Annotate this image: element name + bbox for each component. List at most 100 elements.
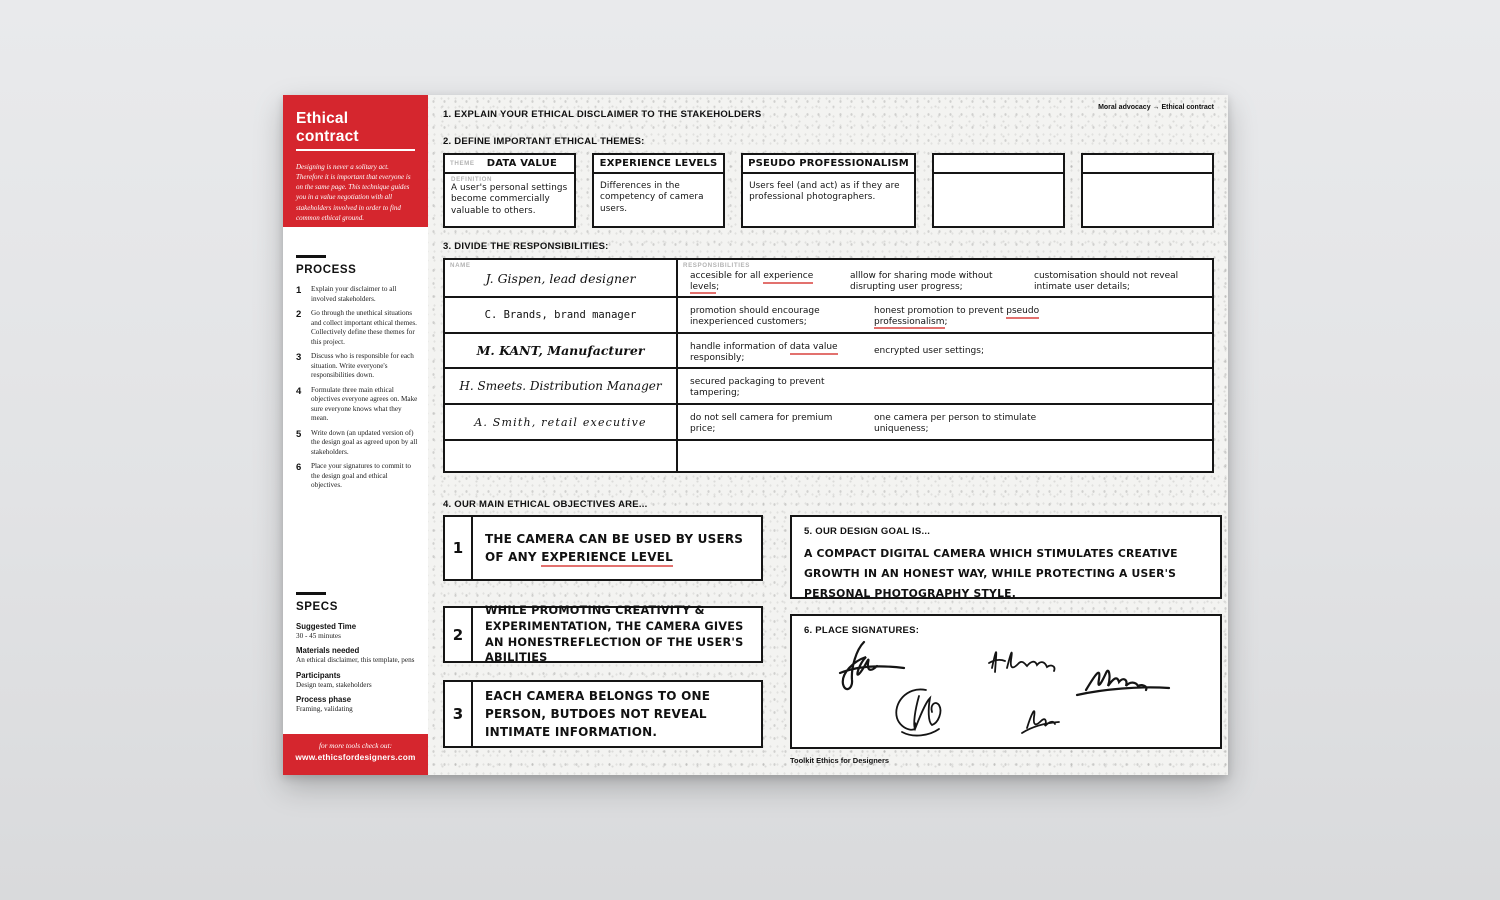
process-step: 3 Discuss who is responsible for each si… [296,352,418,381]
sidebar-header: Ethical contract Designing is never a so… [283,95,428,227]
theme-card-body: Users feel (and act) as if they are prof… [743,174,914,226]
table-row-empty [445,439,1212,471]
responsibilities-cell [678,441,1212,471]
section-4-heading: 4. OUR MAIN ETHICAL OBJECTIVES ARE... [443,499,648,510]
section-rule [296,592,326,595]
step-text: Discuss who is responsible for each situ… [311,352,414,379]
signatures-box: 6. PLACE SIGNATURES: [790,614,1222,749]
spec-value: Framing, validating [296,705,353,714]
spec-value: 30 - 45 minutes [296,632,341,640]
footer-tagline: for more tools check out: [318,741,393,750]
objective-number: 3 [445,682,473,746]
theme-card-empty-1 [931,153,1065,228]
responsibilities-cell: RESPONSIBILITIES accesible for all exper… [678,260,1212,297]
theme-card-body [1083,174,1212,226]
sidebar: Ethical contract Designing is never a so… [283,95,428,775]
theme-definition: A user's personal settings become commer… [451,183,568,216]
stakeholder-name: M. KANT, Manufacturer [476,343,645,359]
section-2-heading: 2. DEFINE IMPORTANT ETHICAL THEMES: [443,136,645,147]
theme-card-header [933,155,1063,174]
table-row: A. Smith, retail executive do not sell c… [445,403,1212,439]
responsibilities-cell: handle information of data value respons… [678,334,1212,368]
theme-card-body: DEFINITION A user's personal settings be… [445,174,574,226]
section-6-heading: 6. PLACE SIGNATURES: [804,625,920,636]
worksheet-canvas: Moral advocacy → Ethical contract 1. EXP… [428,95,1228,775]
step-number: 4 [296,385,302,397]
stakeholder-name: C. Brands, brand manager [484,309,637,321]
process-heading: PROCESS [296,264,357,276]
name-cell: H. Smeets. Distribution Manager [445,369,678,403]
step-text: Formulate three main ethical objectives … [311,385,418,423]
spec-label: Suggested Time [296,622,357,631]
responsibilities-column-label: RESPONSIBILITIES [683,262,751,269]
responsibility-note: accesible for all experience levels; [690,271,834,295]
responsibilities-cell: secured packaging to prevent tampering; [678,369,1212,403]
signature-a-smith [1021,710,1060,734]
responsibility-note: one camera per person to stimulate uniqu… [874,413,1037,434]
design-goal-text: A COMPACT DIGITAL CAMERA WHICH STIMULATE… [804,547,1178,600]
step-text: Explain your disclaimer to all involved … [311,285,397,303]
responsibilities-cell: do not sell camera for premium price; on… [678,405,1212,439]
signature-h-smeets [988,651,1056,673]
stakeholder-name: J. Gispen, lead designer [485,270,636,286]
sidebar-body: PROCESS 1 Explain your disclaimer to all… [283,227,428,734]
table-row: NAME J. Gispen, lead designer RESPONSIBI… [445,260,1212,297]
theme-label: THEME [450,160,475,167]
theme-card-body [934,174,1063,226]
theme-card-header: EXPERIENCE LEVELS [594,155,724,174]
intro-text: Designing is never a solitary act. There… [296,163,411,222]
theme-card-pseudo-professionalism: PSEUDO PROFESSIONALISM Users feel (and a… [741,153,916,228]
step-number: 3 [296,352,302,363]
objective-box-1: 1 THE CAMERA CAN BE USED BY USERS OF ANY… [443,515,763,581]
process-step: 1 Explain your disclaimer to all involve… [296,285,418,304]
responsibility-note: customisation should not reveal intimate… [1034,271,1179,292]
objective-box-3: 3 EACH CAMERA BELONGS TO ONE PERSON, BUT… [443,680,763,748]
specs-section: SPECS Suggested Time 30 - 45 minutes Mat… [296,592,418,714]
theme-card-header: PSEUDO PROFESSIONALISM [743,155,914,174]
name-cell [445,441,678,471]
responsibility-note: encrypted user settings; [874,346,984,356]
process-step: 2 Go through the unethical situations an… [296,309,418,347]
design-goal-box: 5. OUR DESIGN GOAL IS... A COMPACT DIGIT… [790,515,1222,600]
name-cell: M. KANT, Manufacturer [445,334,678,368]
theme-card-header [1082,155,1213,174]
theme-definition: Differences in the competency of camera … [600,181,704,214]
step-text: Go through the unethical situations and … [311,309,417,346]
spec-value: An ethical disclaimer, this template, pe… [296,656,415,665]
responsibilities-cell: promotion should encourage inexperienced… [678,298,1212,332]
signature-c-brands [895,688,942,737]
name-cell: NAME J. Gispen, lead designer [445,260,678,297]
responsibilities-table: NAME J. Gispen, lead designer RESPONSIBI… [443,258,1214,473]
signature-m-kant [1075,669,1171,697]
step-text: Write down (an updated version of) the d… [311,428,418,456]
step-number: 1 [296,285,302,296]
table-row: H. Smeets. Distribution Manager secured … [445,367,1212,403]
name-cell: A. Smith, retail executive [445,405,678,439]
spec-label: Participants [296,670,341,680]
page-title: Ethical contract [296,110,415,151]
responsibility-note: honest promotion to prevent pseudo profe… [874,306,1042,330]
process-section: PROCESS 1 Explain your disclaimer to all… [296,255,418,496]
table-row: M. KANT, Manufacturer handle information… [445,332,1212,368]
responsibility-note: do not sell camera for premium price; [690,413,833,434]
step-number: 2 [296,309,302,320]
spec-label: Process phase [296,695,352,705]
signature-j-gispen [838,640,906,691]
sidebar-footer: for more tools check out: www.ethicsford… [283,734,428,775]
name-column-label: NAME [450,262,471,269]
section-rule [296,255,326,258]
theme-card-body: Differences in the competency of camera … [594,174,723,226]
table-row: C. Brands, brand manager promotion shoul… [445,296,1212,332]
process-step: 5 Write down (an updated version of) the… [296,429,418,458]
responsibility-note: promotion should encourage inexperienced… [690,306,820,327]
name-cell: C. Brands, brand manager [445,298,678,332]
objective-box-2: 2 WHILE PROMOTING CREATIVITY & EXPERIMEN… [443,604,763,664]
stakeholder-name: A. Smith, retail executive [474,415,647,429]
theme-definition: Users feel (and act) as if they are prof… [749,181,900,203]
footer-url: www.ethicsfordesigners.com [295,752,416,762]
theme-title: PSEUDO PROFESSIONALISM [748,158,909,169]
definition-label: DEFINITION [451,176,493,183]
step-number: 5 [296,428,302,440]
responsibility-note: alllow for sharing mode without disrupti… [850,271,993,292]
spec-label: Materials needed [296,646,360,656]
